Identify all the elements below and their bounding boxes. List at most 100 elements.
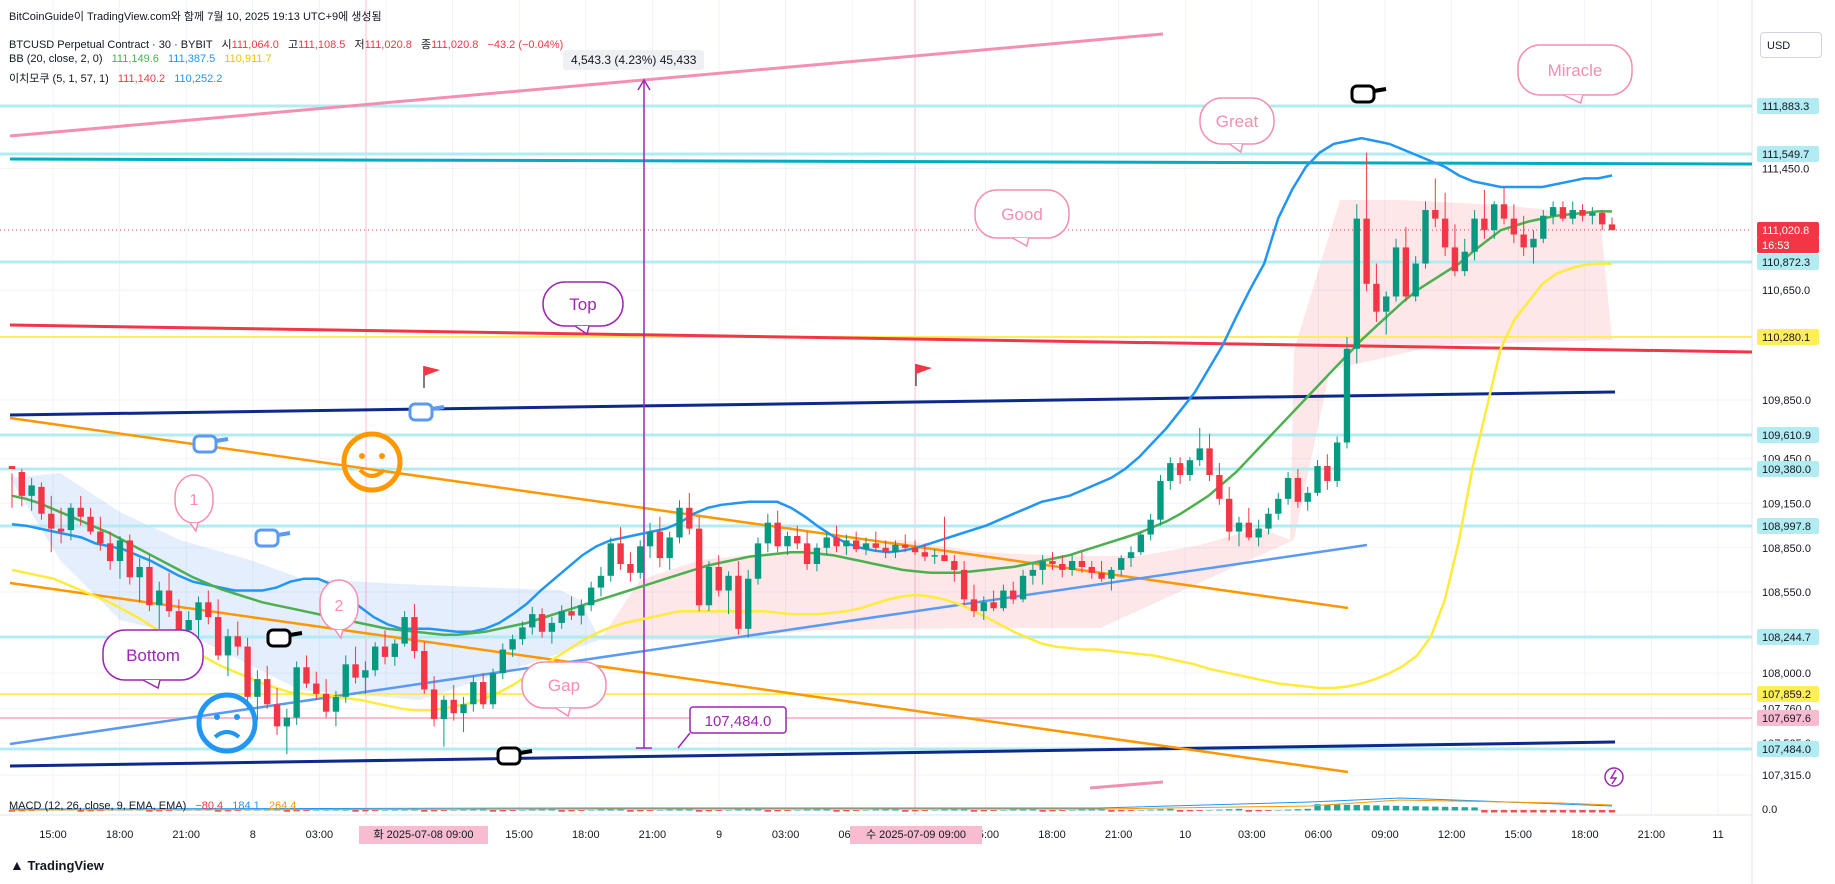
candle-body [421,651,428,690]
candle-body [627,563,634,573]
macd-histogram-bar [97,810,104,811]
pointing-hand-icon [266,628,303,648]
macd-histogram-bar [1471,807,1478,811]
time-highlight: 수 2025-07-09 09:00 [850,826,982,844]
candle-body [892,544,899,553]
time-tick: 18:00 [106,829,134,841]
time-tick: 21:00 [172,829,200,841]
macd-histogram-bar [548,808,556,811]
candle-body [205,602,212,618]
macd-histogram-bar [1157,809,1164,811]
macd-histogram-bar [77,810,84,812]
price-label-box [1757,427,1819,443]
candle-body [1059,563,1066,570]
time-axis[interactable]: 15:00 18:00 21:00 8 03:00 06:00 09:00 15:00 18:0… [39,826,1724,844]
macd-histogram-bar [941,809,948,811]
macd-histogram-bar [715,810,722,811]
bb-upper-value: 111,387.5 [167,53,216,65]
callout-text: Miracle [1548,61,1603,80]
price-tick: 108,550.0 [1762,587,1811,599]
price-label-text: 109,380.0 [1762,464,1811,476]
candle-body [1383,296,1390,312]
currency-button[interactable]: USD [1760,32,1822,58]
macd-histogram-bar [1019,809,1027,811]
candle-body [87,516,94,532]
time-tick: 03:00 [1238,829,1266,841]
candle-body [1039,561,1046,570]
callout-tail [189,522,199,533]
macd-histogram-bar [735,809,742,811]
candle-body [283,717,291,727]
callout-text: Bottom [126,646,180,665]
pointing-hand-icon [1350,84,1387,104]
candle-body [882,547,889,553]
macd-value-1: −80.4 [195,800,224,812]
callout-tail [1012,237,1030,248]
candle-body [1225,498,1233,532]
candle-body [803,543,811,564]
macd-histogram-bar [470,809,477,811]
candle-body [548,622,556,632]
candle-body [617,543,624,564]
candle-body [587,587,595,606]
macd-histogram-bar [862,810,870,811]
macd-histogram-bar [165,810,173,811]
macd-histogram-bar [1559,810,1567,813]
candle-body [637,546,644,573]
hand-finger [215,437,229,443]
price-axis[interactable]: 111,450.0110,650.0109,850.0109,450.0109,… [1757,98,1819,816]
candle-body [1127,552,1135,559]
macd-histogram-bar [911,810,919,812]
macd-histogram-bar [1333,804,1341,811]
macd-histogram-bar [1039,810,1046,812]
price-tick: 109,150.0 [1762,498,1811,510]
candle-body [401,617,408,644]
candle-body [656,531,664,559]
sad-face-icon [196,692,258,754]
callout-tail [1229,143,1244,154]
candle-body [254,679,261,697]
macd-histogram-bar [980,810,987,812]
trend-line-navy-lower [9,740,1616,768]
flag-cloth [424,366,440,376]
ichimoku-label[interactable]: 이치모쿠 (5, 1, 57, 1) [9,73,109,85]
macd-histogram-bar [1589,810,1596,813]
candle-body [106,543,114,562]
candle-body [960,569,968,600]
macd-histogram-bar [1343,804,1351,811]
macd-label[interactable]: MACD (12, 26, close, 9, EMA, EMA) [9,800,187,812]
candle-body [224,636,232,656]
price-tick: 111,450.0 [1762,163,1809,175]
price-label-box [1757,237,1819,253]
candle-body [1068,561,1076,570]
pointing-hand-icon [496,746,533,766]
high-value: 111,108.5 [298,39,346,51]
time-tick: 18:00 [1038,829,1066,841]
price-label-text: 107,697.6 [1762,713,1811,725]
candle-body [1432,209,1439,219]
candle-body [843,540,850,547]
price-label: 108,997.8 [1757,518,1819,534]
hand-palm [496,746,522,766]
macd-histogram-bar [1275,810,1282,811]
symbol-label[interactable]: BTCUSD Perpetual Contract · 30 · BYBIT [9,39,213,51]
candle-body [8,466,16,469]
price-note: 107,484.0 [677,706,787,749]
macd-histogram-bar [970,810,978,812]
candle-body [745,578,752,629]
annotations[interactable]: Top Bottom Good Great Miracle Gap 1 2 107,484.0 [102,44,1633,787]
macd-histogram-bar [283,810,291,812]
horizontal-levels[interactable] [0,104,1753,751]
indicator-line [11,262,1612,712]
macd-histogram-bar [421,810,428,812]
macd-histogram-bar [725,810,732,811]
candle-body [313,683,320,694]
candle-body [813,547,821,564]
candle-body [1491,204,1498,231]
macd-histogram-bar [1441,806,1449,811]
macd-histogram-bar [1510,810,1518,813]
bb-label[interactable]: BB (20, close, 2, 0) [9,53,103,65]
candle-body [1078,561,1086,567]
callout-good: Good [974,189,1070,248]
